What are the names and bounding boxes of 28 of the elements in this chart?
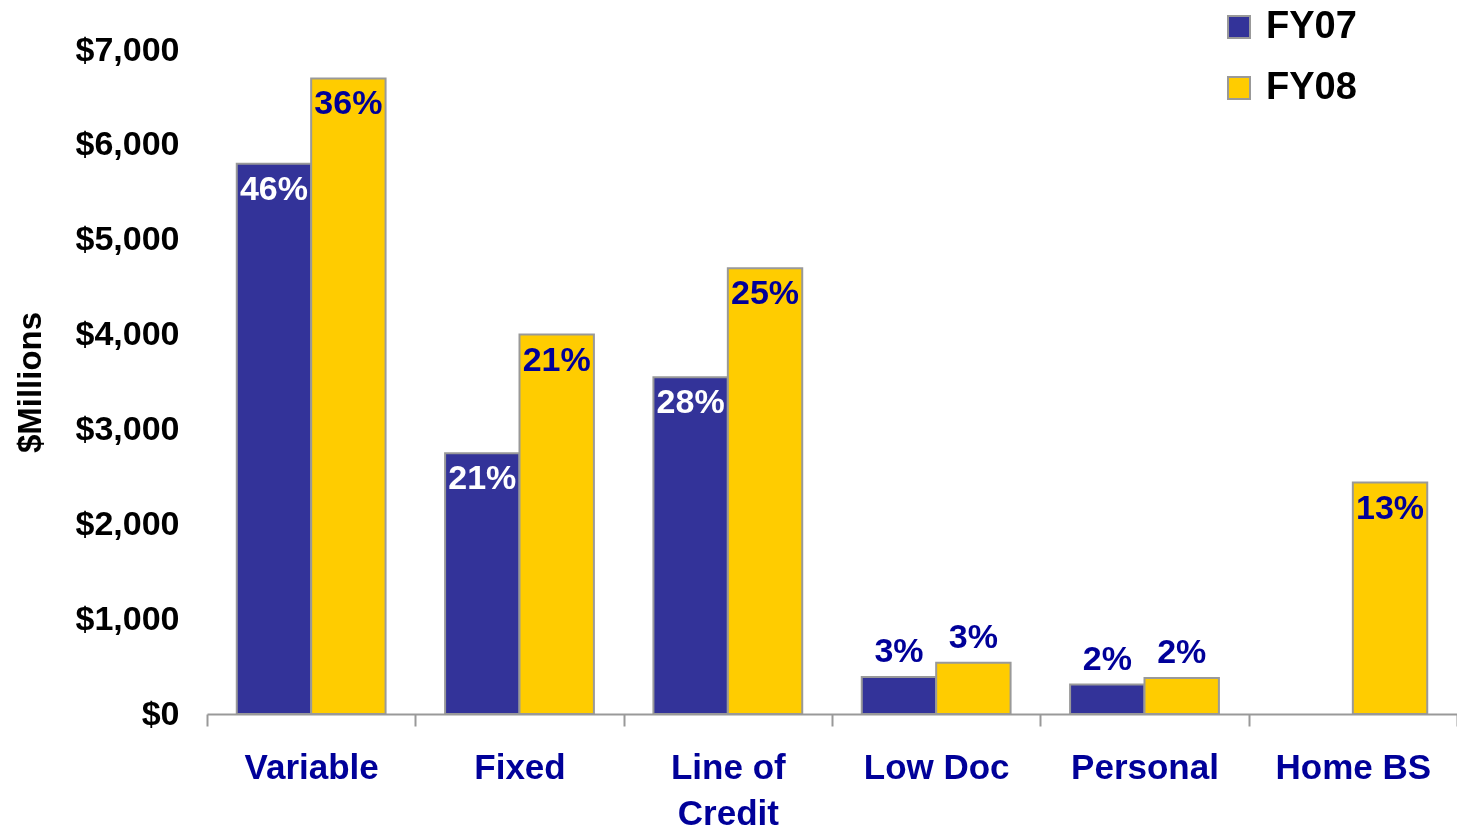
x-tick-label: Fixed (474, 746, 566, 786)
legend-label: FY07 (1266, 4, 1357, 46)
x-tick-label: Personal (1071, 746, 1219, 786)
annotation: 21% (522, 339, 591, 378)
annotation: 25% (731, 273, 800, 312)
annotation: 21% (448, 458, 517, 497)
y-tick-label: $5,000 (75, 219, 180, 258)
x-tick-label: Low Doc (863, 746, 1010, 786)
annotation: 3% (874, 631, 924, 670)
x-tick-label: Variable (244, 746, 379, 786)
y-tick-label: $0 (141, 693, 180, 732)
y-tick-label: $3,000 (75, 408, 180, 447)
annotation: 36% (314, 83, 383, 122)
x-tick-label: Home BS (1275, 746, 1432, 786)
annotation: 13% (1356, 487, 1425, 526)
y-tick-label: $1,000 (75, 598, 180, 637)
annotation: 3% (948, 616, 998, 655)
y-tick-label: $4,000 (75, 314, 180, 353)
y-tick-label: $2,000 (75, 503, 180, 542)
legend-label: FY08 (1266, 65, 1357, 107)
y-axis-title: $Millions (10, 311, 48, 454)
annotation: 28% (656, 382, 725, 421)
x-tick-label: Line of Credit (670, 746, 787, 829)
y-tick-label: $6,000 (75, 124, 180, 163)
annotation: 2% (1157, 631, 1207, 670)
annotation: 46% (239, 168, 308, 207)
annotation: 2% (1082, 638, 1132, 677)
y-tick-label: $7,000 (75, 29, 180, 68)
